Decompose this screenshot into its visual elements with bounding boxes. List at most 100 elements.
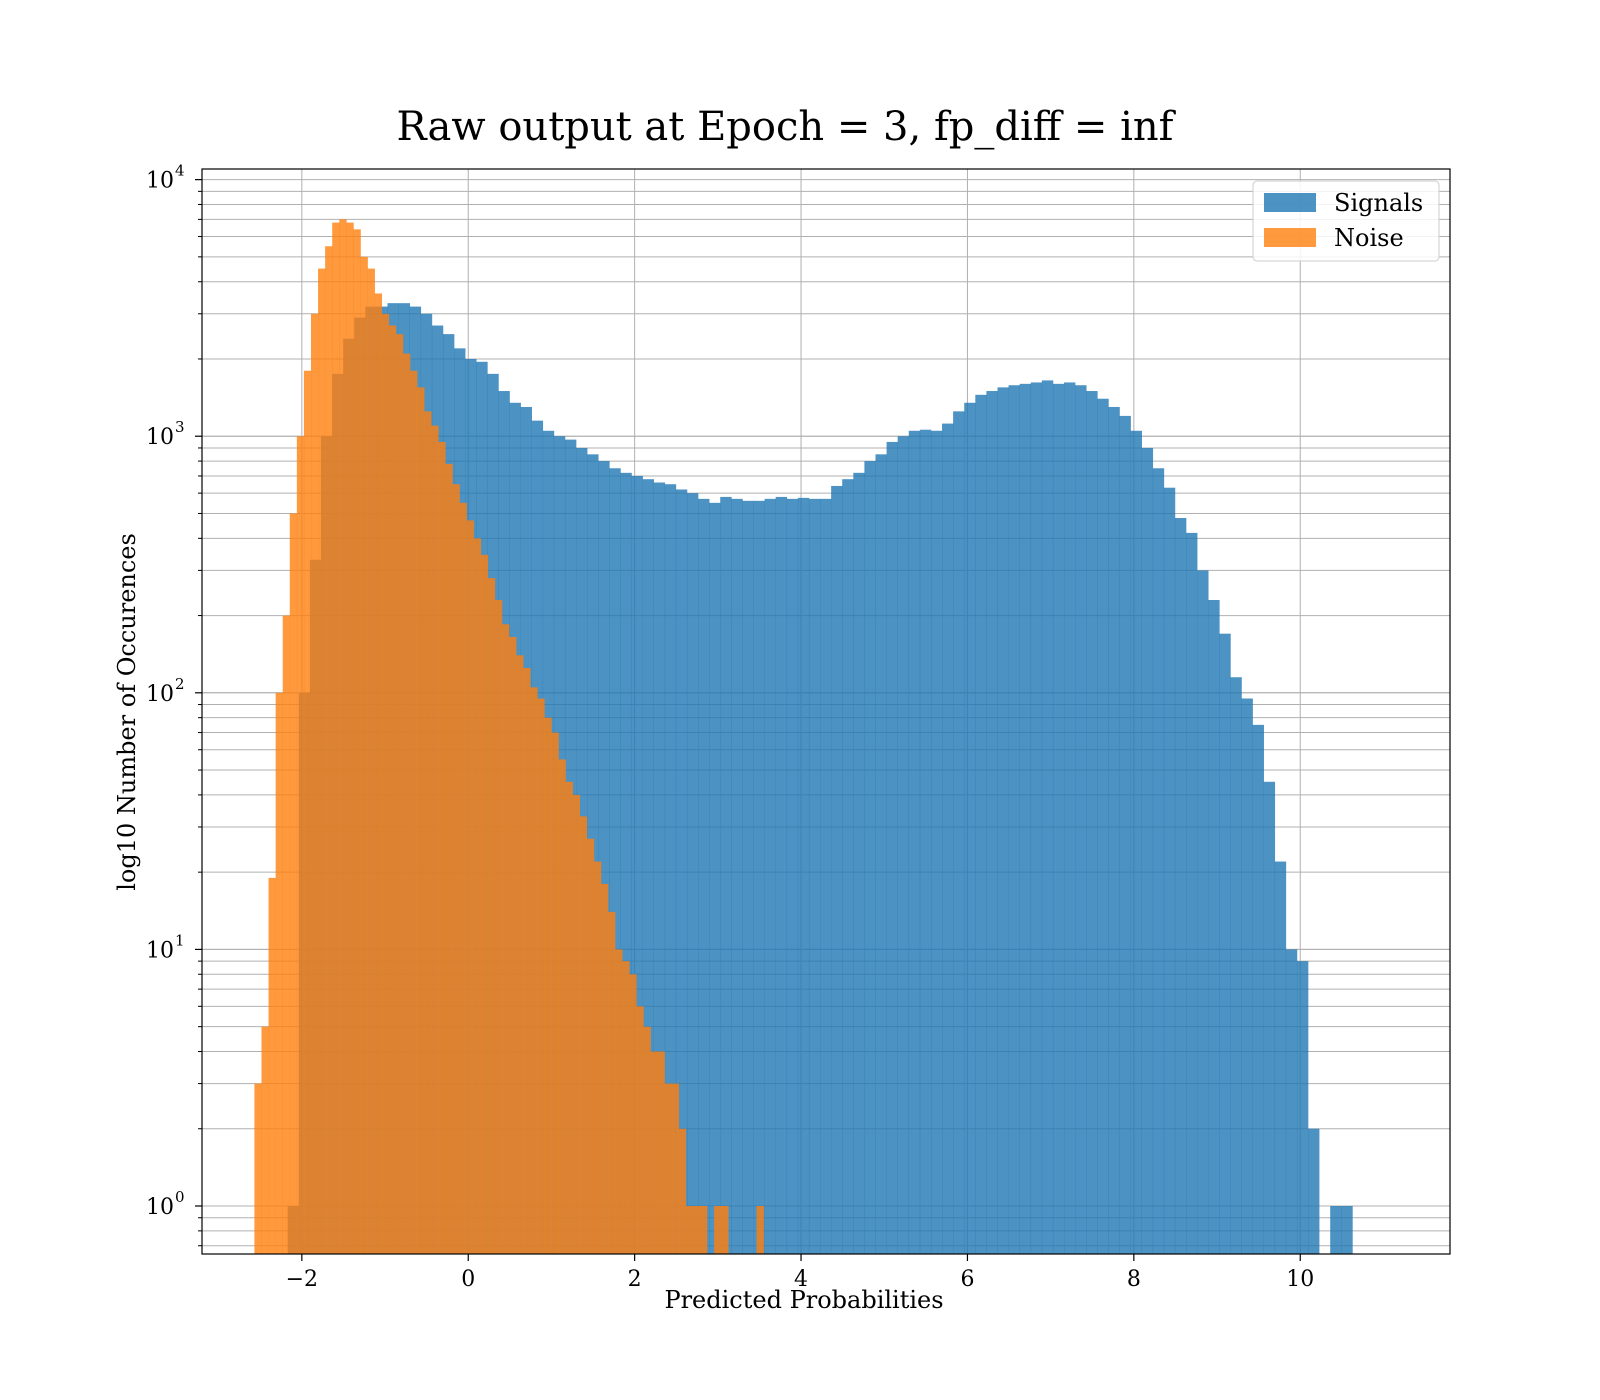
plot-frame (201, 168, 1451, 1255)
bar-signals (1041, 380, 1054, 1255)
bar-signals (598, 461, 610, 1254)
bar-signals (720, 496, 732, 1254)
bar-signals (797, 497, 810, 1254)
bar-noise (388, 325, 397, 1254)
bar-noise (565, 781, 573, 1254)
bar-signals (620, 472, 632, 1255)
bar-noise (487, 578, 496, 1254)
noise-bars (254, 219, 764, 1255)
x-tick-label: −2 (286, 1267, 318, 1292)
bar-signals (1174, 518, 1187, 1254)
bar-signals (875, 454, 887, 1254)
bar-signals (820, 498, 832, 1254)
bar-signals (1241, 698, 1253, 1254)
bar-noise (410, 370, 418, 1254)
bar-signals (919, 429, 932, 1254)
bar-signals (975, 394, 987, 1254)
bar-noise (537, 698, 545, 1254)
y-tick-label: 10 (146, 169, 174, 194)
bar-noise (586, 838, 595, 1254)
bar-signals (1064, 382, 1076, 1254)
x-tick-label: 2 (628, 1267, 642, 1292)
bar-signals (786, 498, 799, 1254)
bar-noise (544, 717, 552, 1254)
bar-signals (1208, 599, 1220, 1254)
bar-noise (671, 1083, 680, 1254)
bar-signals (942, 423, 954, 1254)
bar-noise (296, 436, 305, 1255)
y-axis-label: log10 Number of Occurences (113, 533, 141, 891)
bar-noise (452, 484, 460, 1254)
bar-signals (997, 387, 1009, 1254)
bar-signals (1019, 383, 1032, 1254)
bar-signals (986, 391, 998, 1255)
bar-noise (622, 961, 630, 1254)
bar-signals (775, 496, 788, 1254)
bar-signals (1052, 383, 1065, 1254)
bar-signals (1230, 677, 1242, 1254)
bar-signals (897, 436, 910, 1255)
bar-signals (953, 411, 965, 1255)
bar-noise (572, 794, 581, 1254)
y-tick-label: 10 (146, 938, 174, 963)
bar-noise (381, 313, 390, 1254)
legend-swatch-noise (1264, 228, 1316, 247)
bar-noise (268, 877, 276, 1254)
bar-signals (631, 475, 643, 1255)
bar-signals (1308, 1128, 1320, 1254)
bar-noise (699, 1205, 708, 1254)
bar-signals (1086, 391, 1098, 1255)
bar-noise (608, 911, 616, 1254)
bar-noise (289, 513, 298, 1254)
y-tick-label: 10 (146, 682, 174, 707)
bar-noise (516, 655, 524, 1254)
y-tick-exponent: 3 (175, 418, 185, 436)
bar-noise (600, 883, 609, 1254)
bar-signals (675, 489, 688, 1254)
bar-signals (1097, 398, 1109, 1255)
bar-noise (473, 538, 482, 1254)
bar-signals (698, 498, 710, 1254)
bar-noise (657, 1051, 665, 1254)
bar-noise (466, 520, 474, 1254)
bar-signals (853, 472, 865, 1255)
bar-noise (459, 502, 467, 1254)
bar-noise (509, 637, 517, 1254)
bar-noise (650, 1051, 658, 1254)
bar-noise (678, 1128, 687, 1254)
bar-signals (964, 402, 976, 1254)
x-tick-label: 8 (1127, 1267, 1141, 1292)
bar-signals (1108, 406, 1120, 1254)
bar-signals (1197, 570, 1209, 1254)
y-tick-label: 10 (146, 425, 174, 450)
bar-noise (395, 334, 404, 1254)
legend-swatch-signals (1264, 193, 1316, 212)
bar-signals (653, 482, 666, 1254)
bar-signals (1219, 633, 1231, 1254)
bar-signals (1030, 382, 1043, 1254)
bar-noise (558, 759, 566, 1254)
bar-signals (709, 502, 721, 1254)
bar-noise (254, 1083, 262, 1254)
bar-noise (530, 687, 538, 1254)
legend: Signals Noise (1252, 180, 1440, 262)
bar-noise (629, 974, 637, 1254)
bar-noise (402, 353, 411, 1254)
bar-noise (664, 1083, 672, 1254)
bar-signals (1285, 949, 1298, 1254)
bar-signals (1130, 430, 1142, 1255)
bar-signals (842, 479, 854, 1254)
bar-signals (609, 468, 621, 1255)
bar-noise (275, 692, 284, 1254)
bar-signals (731, 498, 743, 1254)
bar-noise (346, 222, 354, 1255)
x-tick-label: 6 (960, 1267, 974, 1292)
chart-title: Raw output at Epoch = 3, fp_diff = inf (397, 104, 1177, 150)
bar-noise (579, 816, 588, 1254)
bar-noise (756, 1205, 764, 1254)
bar-signals (1296, 961, 1309, 1254)
y-tick-exponent: 4 (175, 162, 185, 180)
bar-noise (593, 861, 602, 1254)
